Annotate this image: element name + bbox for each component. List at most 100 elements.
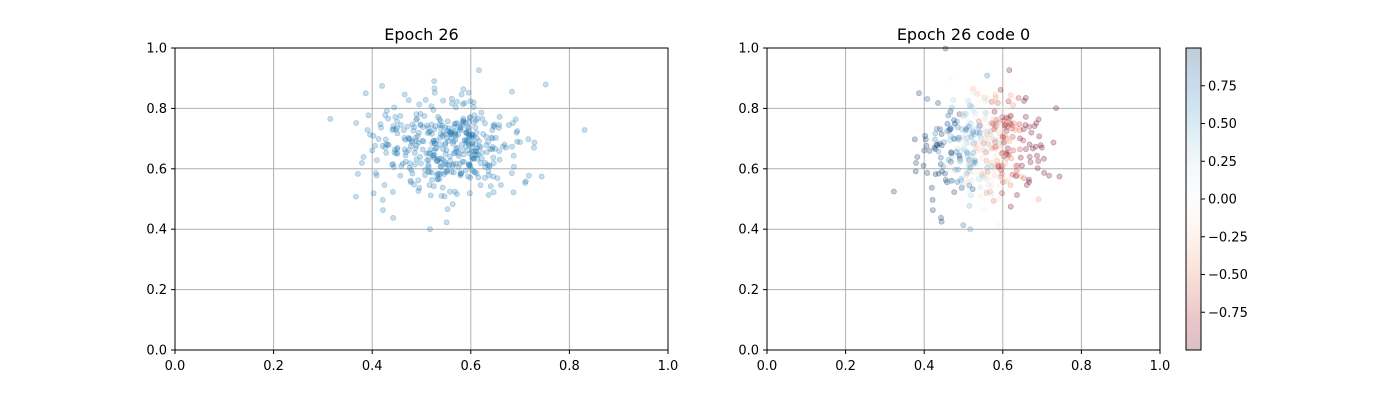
- data-point: [991, 108, 998, 115]
- data-point: [517, 139, 523, 145]
- data-point: [425, 124, 432, 131]
- data-point: [427, 192, 434, 199]
- data-point: [431, 78, 438, 84]
- data-point: [378, 124, 384, 131]
- data-point: [433, 172, 440, 178]
- data-point: [961, 146, 968, 153]
- data-point: [956, 152, 963, 159]
- data-point: [384, 142, 391, 148]
- data-point: [458, 141, 465, 148]
- data-point: [976, 192, 983, 199]
- data-point: [987, 131, 994, 138]
- data-point: [1003, 150, 1010, 157]
- data-point: [1037, 142, 1044, 149]
- data-point: [442, 161, 449, 168]
- data-point: [945, 156, 952, 163]
- data-point: [449, 100, 455, 107]
- data-point: [964, 135, 971, 141]
- data-point: [924, 96, 931, 102]
- data-point: [466, 133, 473, 140]
- data-point: [967, 164, 974, 171]
- data-point: [485, 138, 491, 145]
- data-point: [1000, 134, 1007, 141]
- data-point: [1014, 167, 1020, 174]
- data-point: [491, 123, 497, 130]
- data-point: [495, 125, 502, 131]
- data-point: [477, 144, 484, 150]
- data-point: [439, 145, 446, 152]
- data-point: [500, 143, 506, 150]
- data-point: [460, 118, 467, 124]
- data-point: [463, 143, 469, 149]
- data-point: [977, 137, 983, 144]
- data-point: [976, 122, 983, 129]
- data-point: [466, 190, 473, 197]
- data-point: [416, 101, 423, 108]
- data-point: [463, 137, 470, 144]
- data-point: [437, 130, 444, 137]
- data-point: [354, 170, 361, 177]
- x-tick-label: 0.2: [263, 359, 284, 374]
- data-point: [465, 162, 472, 169]
- data-point: [435, 113, 441, 120]
- data-point: [426, 169, 433, 175]
- data-point: [976, 123, 983, 129]
- data-point: [367, 131, 373, 138]
- data-point: [966, 162, 972, 169]
- data-point: [471, 112, 478, 119]
- x-tick-label: 0.0: [757, 359, 778, 374]
- data-point: [1007, 182, 1014, 188]
- data-point: [394, 124, 400, 131]
- data-point: [972, 113, 979, 120]
- data-point: [405, 136, 412, 143]
- data-point: [1005, 117, 1011, 124]
- data-point: [985, 181, 992, 188]
- data-point: [973, 145, 980, 152]
- data-point: [991, 108, 998, 115]
- data-point: [432, 145, 439, 152]
- data-point: [947, 76, 954, 82]
- data-point: [933, 142, 940, 148]
- data-point: [1050, 139, 1057, 146]
- data-point: [461, 158, 467, 165]
- data-point: [421, 113, 428, 119]
- data-point: [1008, 155, 1015, 162]
- data-point: [382, 136, 389, 143]
- colorbar-tick-label: 0.50: [1208, 117, 1237, 132]
- data-point: [394, 146, 401, 152]
- data-point: [971, 159, 978, 166]
- data-point: [472, 141, 479, 147]
- data-point: [471, 148, 478, 154]
- data-point: [997, 196, 1003, 203]
- data-point: [462, 119, 469, 126]
- data-point: [932, 171, 939, 177]
- data-point: [454, 144, 461, 151]
- data-point: [434, 156, 441, 163]
- data-point: [486, 163, 493, 169]
- data-point: [460, 151, 467, 158]
- data-point: [1005, 145, 1011, 152]
- data-point: [1003, 136, 1010, 143]
- data-point: [945, 112, 952, 119]
- data-point: [999, 149, 1006, 156]
- data-point: [980, 146, 987, 153]
- data-point: [470, 134, 477, 140]
- data-point: [926, 147, 933, 154]
- data-point: [463, 130, 470, 136]
- data-point: [1023, 182, 1030, 188]
- data-point: [1034, 165, 1041, 171]
- data-point: [984, 131, 991, 137]
- data-point: [947, 108, 954, 115]
- data-point: [422, 167, 428, 173]
- data-point: [962, 110, 969, 117]
- data-point: [916, 90, 922, 97]
- data-point: [947, 132, 954, 139]
- data-point: [463, 129, 469, 136]
- data-point: [984, 111, 991, 117]
- data-point: [1006, 176, 1012, 183]
- data-point: [490, 122, 497, 129]
- data-point: [954, 145, 961, 152]
- data-point: [394, 150, 401, 157]
- data-point: [424, 157, 431, 164]
- data-point: [443, 168, 450, 175]
